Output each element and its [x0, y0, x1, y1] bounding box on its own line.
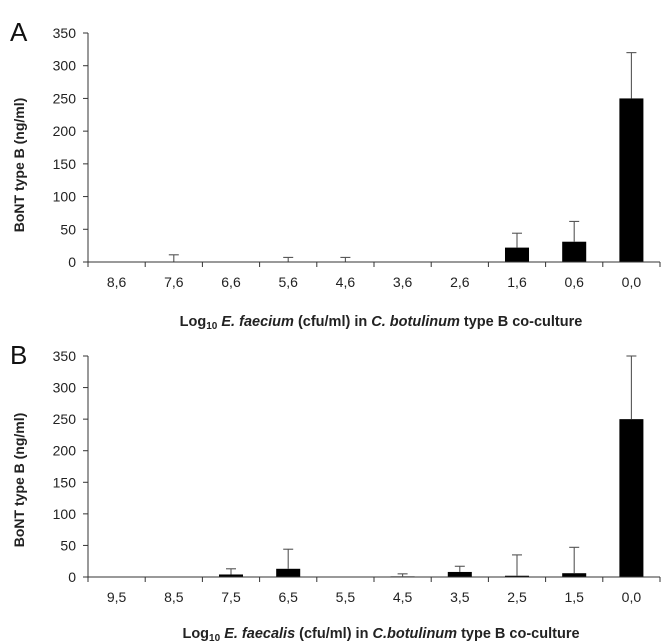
panel-b-y-axis-title: BoNT type B (ng/ml)	[11, 413, 27, 548]
panel-a-x-axis-title: Log10 E. faecium (cfu/ml) in C. botulinu…	[180, 314, 583, 332]
panel-b-y-ticks: 0 50 100 150 200 250 300 350	[53, 348, 88, 585]
panel-a-y-tick-label: 350	[53, 25, 77, 41]
panel-b-letter: B	[10, 340, 27, 370]
panel-a-x-tick-label: 3,6	[393, 274, 413, 290]
panel-b-y-tick-label: 150	[53, 474, 77, 490]
panel-b-x-tick-label: 0,0	[622, 589, 642, 605]
panel-b: B BoNT type B (ng/ml) 0 50 100 150 200 250 300…	[10, 340, 661, 644]
panel-a-axes	[87, 33, 660, 263]
panel-b-bar	[447, 571, 472, 577]
panel-b-bars	[218, 419, 644, 577]
panel-a-y-tick-label: 250	[53, 90, 77, 106]
panel-b-y-tick-label: 50	[60, 537, 76, 553]
panel-b-y-tick-label: 100	[53, 506, 77, 522]
panel-b-x-tick-label: 1,5	[564, 589, 584, 605]
panel-a-x-tick-label: 0,0	[622, 274, 642, 290]
panel-a-x-tick-label: 1,6	[507, 274, 527, 290]
panel-a-y-axis-title-group: BoNT type B (ng/ml)	[11, 98, 27, 233]
panel-b-y-tick-label: 0	[68, 569, 76, 585]
panel-b-y-tick-label: 300	[53, 380, 77, 396]
panel-b-axes	[87, 356, 660, 578]
panel-b-bar	[619, 419, 644, 577]
panel-a-bar	[504, 247, 530, 262]
panel-b-x-tick-label: 7,5	[221, 589, 241, 605]
panel-a-y-tick-label: 300	[53, 58, 77, 74]
panel-a: A BoNT type B (ng/ml) 0 50 100 150 200 250 300…	[10, 17, 661, 332]
panel-a-bar	[619, 98, 644, 262]
panel-b-x-ticks: 9,5 8,5 7,5 6,5 5,5 4,5 3,5 2,5 1,5 0,0	[87, 577, 661, 605]
panel-b-x-tick-label: 2,5	[507, 589, 527, 605]
panel-b-x-tick-label: 6,5	[278, 589, 298, 605]
panel-a-x-tick-label: 7,6	[164, 274, 184, 290]
panel-a-x-tick-label: 5,6	[278, 274, 298, 290]
panel-b-x-tick-label: 9,5	[107, 589, 127, 605]
panel-b-bar	[562, 573, 587, 577]
panel-b-bar	[276, 568, 301, 577]
panel-b-x-axis-title: Log10 E. faecalis (cfu/ml) in C.botulinu…	[182, 626, 579, 644]
panel-a-y-tick-label: 200	[53, 123, 77, 139]
panel-b-y-tick-label: 350	[53, 348, 77, 364]
panel-a-x-tick-label: 6,6	[221, 274, 241, 290]
panel-a-x-tick-label: 0,6	[564, 274, 584, 290]
panel-a-bar	[562, 241, 587, 262]
panel-a-x-tick-label: 2,6	[450, 274, 470, 290]
panel-a-y-tick-label: 0	[68, 254, 76, 270]
panel-b-y-tick-label: 200	[53, 443, 77, 459]
panel-a-y-tick-label: 50	[60, 221, 76, 237]
panel-b-x-tick-label: 8,5	[164, 589, 184, 605]
panel-a-y-ticks: 0 50 100 150 200 250 300 350	[53, 25, 88, 270]
panel-a-letter: A	[10, 17, 28, 47]
panel-a-x-ticks: 8,6 7,6 6,6 5,6 4,6 3,6 2,6 1,6 0,6 0,0	[87, 262, 661, 290]
panel-b-bar	[504, 575, 530, 577]
panel-b-y-tick-label: 250	[53, 411, 77, 427]
panel-a-error-bars	[168, 52, 637, 262]
panel-a-x-tick-label: 8,6	[107, 274, 127, 290]
panel-a-y-axis-title: BoNT type B (ng/ml)	[11, 98, 27, 233]
panel-b-bar	[218, 574, 244, 577]
panel-b-x-tick-label: 5,5	[336, 589, 356, 605]
panel-b-y-axis-title-group: BoNT type B (ng/ml)	[11, 413, 27, 548]
panel-a-y-tick-label: 100	[53, 189, 77, 205]
panel-b-x-tick-label: 3,5	[450, 589, 470, 605]
panel-a-x-tick-label: 4,6	[336, 274, 356, 290]
panel-b-x-tick-label: 4,5	[393, 589, 413, 605]
panel-a-y-tick-label: 150	[53, 156, 77, 172]
panel-a-bars	[504, 98, 644, 262]
panel-b-error-bars	[226, 355, 637, 577]
